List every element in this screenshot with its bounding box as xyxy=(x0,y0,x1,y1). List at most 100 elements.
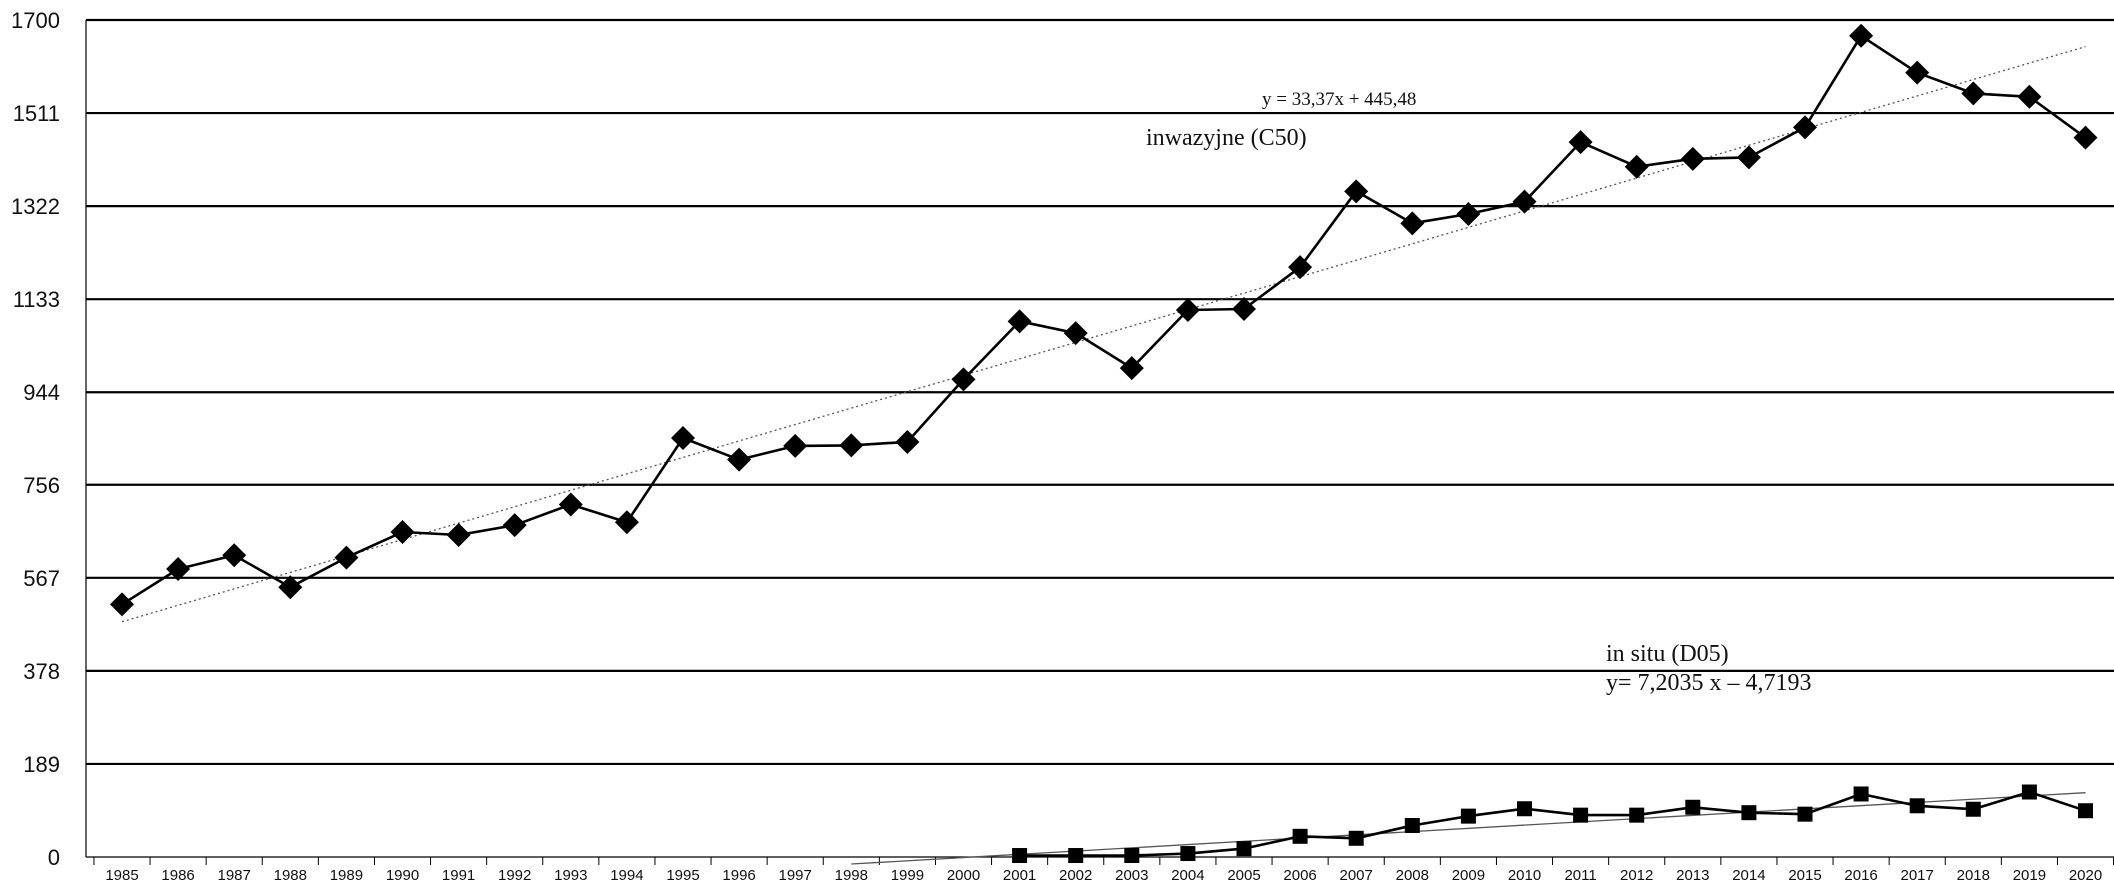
d05-data-point xyxy=(1404,817,1420,833)
c50-data-point xyxy=(1568,130,1593,155)
c50-data-point xyxy=(1232,297,1256,322)
x-tick-labels: 1985 1986 1987 1988 1989 1990 1991 1992 1993 1994… xyxy=(105,867,2102,884)
axes xyxy=(85,20,2114,865)
d05-data-point xyxy=(1685,799,1701,815)
c50-data-point xyxy=(1736,145,1761,170)
x-tick-label: 2013 xyxy=(1676,867,1709,884)
y-tick-label: 567 xyxy=(23,566,60,591)
x-tick-label: 2018 xyxy=(1957,867,1990,884)
c50-data-point xyxy=(951,367,976,392)
c50-data-point xyxy=(1288,255,1313,280)
x-tick-label: 2008 xyxy=(1396,867,1429,884)
x-tick-label: 1992 xyxy=(498,867,531,884)
c50-data-point xyxy=(1680,146,1705,171)
c50-data-point xyxy=(2073,125,2098,150)
y-tick-label: 1133 xyxy=(13,287,60,312)
d05-data-point xyxy=(1068,848,1084,864)
x-tick-label: 1994 xyxy=(610,867,643,884)
d05-data-point xyxy=(1180,846,1196,862)
grid-lines xyxy=(86,18,2114,766)
x-tick-label: 2016 xyxy=(1844,867,1877,884)
c50-data-point xyxy=(166,556,191,581)
c50-data-point xyxy=(1793,115,1817,140)
c50-data-point xyxy=(671,426,695,451)
x-tick-label: 1989 xyxy=(330,867,363,884)
c50-data-point xyxy=(783,433,808,458)
d05-data-point xyxy=(1629,807,1645,823)
c50-series-label: inwazyjne (C50) xyxy=(1146,125,1307,151)
d05-data-point xyxy=(2078,803,2093,819)
c50-data-point xyxy=(1007,309,1032,334)
c50-data-point xyxy=(390,520,415,545)
x-tick-label: 1999 xyxy=(891,867,924,884)
d05-data-point xyxy=(1124,848,1140,864)
d05-data-point xyxy=(1853,786,1869,802)
d05-data-point xyxy=(1292,828,1308,844)
d05-trend-equation: y= 7,2035 x – 4,7193 xyxy=(1606,670,1812,696)
y-tick-labels: 0 189 378 567 756 944 1133 1322 1511 1700 xyxy=(11,8,60,870)
x-tick-label: 2002 xyxy=(1059,867,1092,884)
x-tick-label: 2019 xyxy=(2013,867,2046,884)
c50-data-point xyxy=(278,575,303,600)
c50-data-point xyxy=(1624,154,1649,179)
c50-data-point xyxy=(222,543,247,568)
d05-series-line xyxy=(1019,790,2086,857)
c50-data-point xyxy=(614,510,639,535)
x-tick-label: 1996 xyxy=(722,867,755,884)
c50-data-point xyxy=(110,592,134,617)
y-tick-label: 0 xyxy=(48,845,60,870)
c50-data-point xyxy=(839,433,864,458)
x-tick-label: 2012 xyxy=(1620,867,1653,884)
x-tick-label: 2010 xyxy=(1508,867,1541,884)
x-tick-label: 2020 xyxy=(2069,867,2102,884)
d05-data-point xyxy=(1236,841,1252,857)
c50-data-point xyxy=(2017,84,2042,109)
c50-data-point xyxy=(1119,356,1144,381)
c50-data-point xyxy=(446,523,471,548)
x-tick-label: 2000 xyxy=(947,867,980,884)
c50-data-point xyxy=(1063,321,1088,346)
d05-data-point xyxy=(1012,848,1028,864)
x-tick-label: 2014 xyxy=(1732,867,1765,884)
c50-data-point xyxy=(1400,211,1425,236)
d05-data-point xyxy=(1573,807,1589,823)
data-series xyxy=(110,23,2098,864)
y-tick-label: 189 xyxy=(23,752,60,777)
c50-data-point xyxy=(1905,60,1930,85)
x-tick-label: 1987 xyxy=(218,867,251,884)
x-tick-label: 1985 xyxy=(105,867,138,884)
x-tick-label: 2007 xyxy=(1340,867,1373,884)
x-tick-label: 2004 xyxy=(1171,867,1204,884)
c50-data-point xyxy=(1175,297,1200,322)
c50-data-point xyxy=(1849,23,1874,48)
x-tick-label: 1998 xyxy=(835,867,868,884)
y-tick-label: 756 xyxy=(23,473,60,498)
c50-data-point xyxy=(1961,81,1986,106)
y-tick-label: 378 xyxy=(23,659,60,684)
x-tick-label: 1988 xyxy=(274,867,307,884)
d05-data-point xyxy=(1517,801,1532,817)
d05-data-point xyxy=(1965,801,1981,817)
x-tick-label: 1990 xyxy=(386,867,419,884)
x-tick-label: 2005 xyxy=(1227,867,1260,884)
y-tick-label: 1700 xyxy=(11,8,60,33)
d05-trendline xyxy=(851,792,2086,865)
trendlines xyxy=(121,46,2086,865)
c50-data-point xyxy=(895,429,920,454)
x-tick-label: 1995 xyxy=(666,867,699,884)
c50-data-point xyxy=(558,492,583,517)
x-tick-label: 2017 xyxy=(1901,867,1934,884)
d05-data-point xyxy=(1797,806,1813,822)
d05-data-point xyxy=(2021,784,2037,800)
x-tick-label: 2015 xyxy=(1788,867,1821,884)
d05-data-point xyxy=(1348,830,1364,846)
c50-trendline xyxy=(121,46,2086,623)
c50-data-point xyxy=(727,447,752,472)
y-tick-label: 1322 xyxy=(11,194,60,219)
c50-data-point xyxy=(1512,189,1537,214)
d05-series-label: in situ (D05) xyxy=(1606,641,1729,667)
d05-data-point xyxy=(1741,805,1757,821)
y-tick-label: 1511 xyxy=(13,101,60,126)
c50-series-line xyxy=(121,34,2087,606)
